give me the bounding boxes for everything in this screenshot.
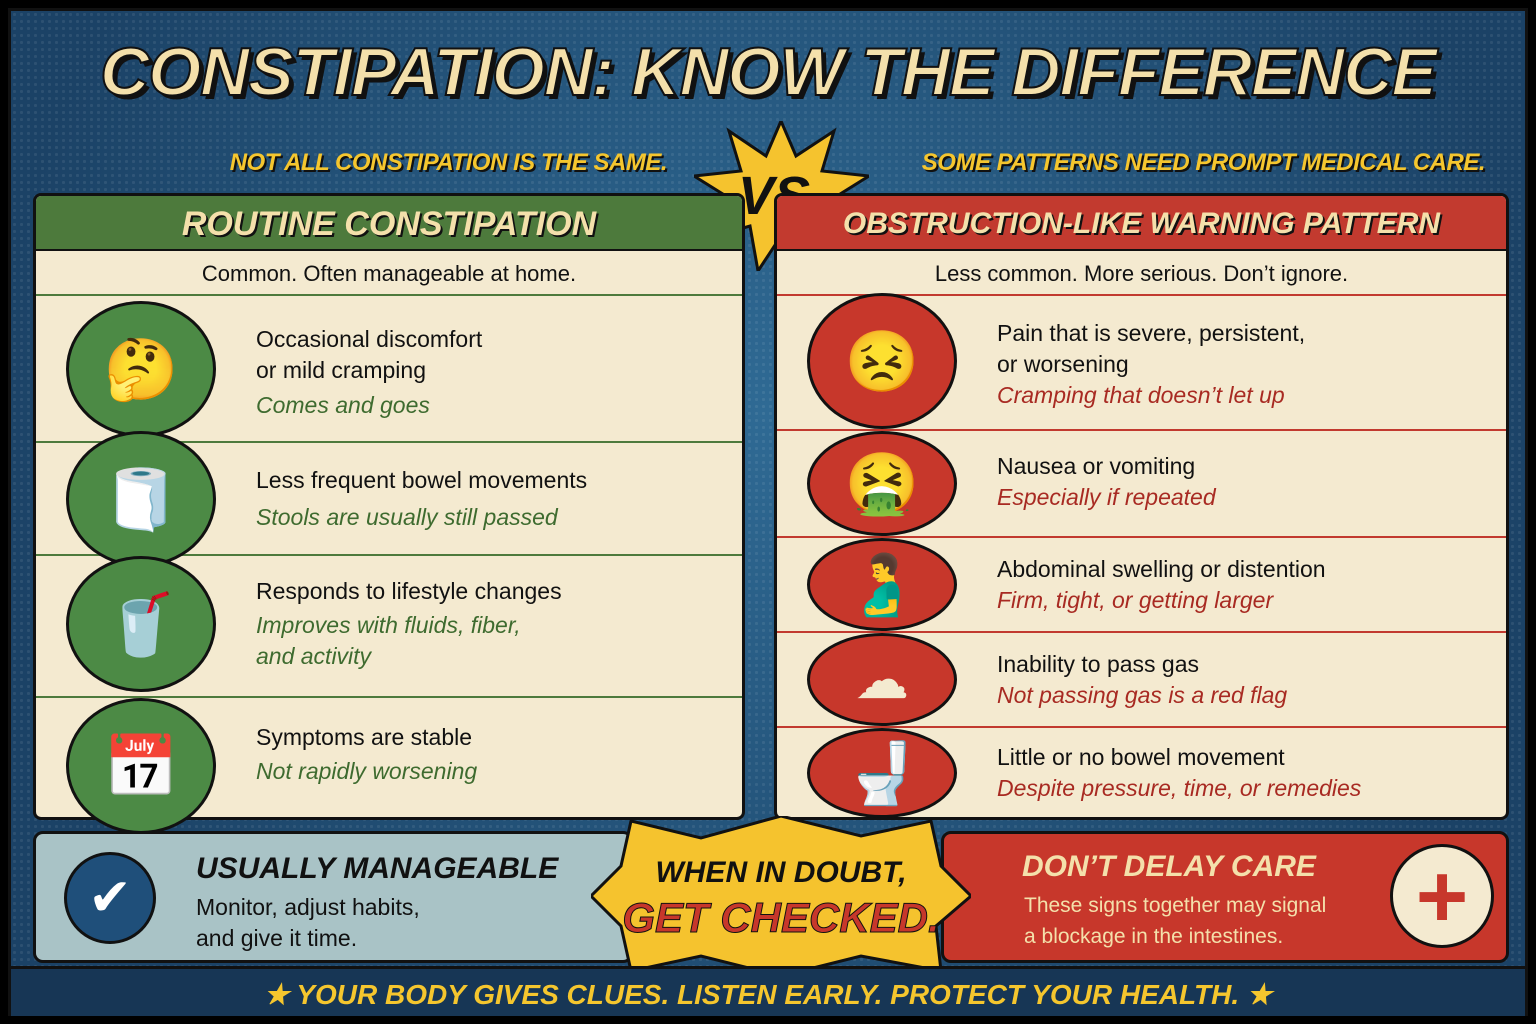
item-note-cont: and activity [256,643,372,669]
item-note: Improves with fluids, fiber, [256,612,521,638]
dont-delay-line2: a blockage in the intestines. [1024,925,1284,948]
item-title: Abdominal swelling or distention [997,556,1326,582]
page-title: CONSTIPATION: KNOW THE DIFFERENCE [99,33,1438,111]
item-title: Little or no bowel movement [997,744,1285,770]
manageable-title: USUALLY MANAGEABLE [196,852,559,885]
item-title: Less frequent bowel movements [256,467,588,493]
thinking-man-icon: 🤔 [66,301,216,437]
shield-check-icon: ✔ [64,852,156,944]
list-item: 🤔 Occasional discomfort or mild cramping Co… [36,296,742,443]
routine-heading: ROUTINE CONSTIPATION [36,196,742,251]
infographic: CONSTIPATION: KNOW THE DIFFERENCE NOT AL… [8,8,1528,1016]
list-item: 🤮 Nausea or vomiting Especially if repeate… [777,431,1506,538]
manageable-line2: and give it time. [196,925,358,951]
routine-panel: ROUTINE CONSTIPATION Common. Often manag… [33,193,745,834]
subtitle-right: SOME PATTERNS NEED PROMPT MEDICAL CARE. [921,149,1486,176]
list-item: ☁ Inability to pass gas Not passing gas is… [777,633,1506,728]
footer-text: YOUR BODY GIVES CLUES. LISTEN EARLY. PRO… [296,979,1240,1010]
item-title: Nausea or vomiting [997,453,1196,479]
dont-delay-box: DON’T DELAY CARE These signs together ma… [941,831,1509,963]
warning-heading: OBSTRUCTION-LIKE WARNING PATTERN [777,196,1506,251]
item-note: Not passing gas is a red flag [997,682,1288,708]
medical-cross-icon: + [1390,844,1494,948]
item-title: Responds to lifestyle changes [256,578,562,604]
item-note: Despite pressure, time, or remedies [997,775,1362,801]
toilet-paper-icon: 🧻 [66,431,216,567]
item-title: Symptoms are stable [256,724,473,750]
no-gas-icon: ☁ [807,633,957,726]
list-item: 🚽 Little or no bowel movement Despite pres… [777,728,1506,820]
list-item: 🫃 Abdominal swelling or distention Firm, t… [777,538,1506,633]
list-item: 📅 Symptoms are stable Not rapidly worsenin… [36,698,742,834]
item-title: Pain that is severe, persistent, [997,320,1306,346]
item-title-cont: or worsening [997,351,1129,377]
get-checked: GET CHECKED. [622,894,940,942]
routine-tagline: Common. Often manageable at home. [36,251,742,296]
star-icon: ★ [263,979,297,1010]
list-item: 🥤 Responds to lifestyle changes Improves w… [36,556,742,698]
item-title: Occasional discomfort [256,326,483,352]
item-note: Cramping that doesn’t let up [997,382,1285,408]
item-note: Firm, tight, or getting larger [997,587,1274,613]
drinking-water-icon: 🥤 [66,556,216,692]
item-note: Especially if repeated [997,484,1216,510]
item-title: Inability to pass gas [997,651,1200,677]
item-title-cont: or mild cramping [256,357,426,383]
swollen-abdomen-icon: 🫃 [807,538,957,631]
star-icon: ★ [1239,979,1273,1010]
dont-delay-title: DON’T DELAY CARE [1022,850,1316,883]
warning-tagline: Less common. More serious. Don’t ignore. [777,251,1506,296]
abdominal-pain-icon: 😣 [807,293,957,429]
item-note: Comes and goes [256,392,430,418]
get-checked-burst: WHEN IN DOUBT, GET CHECKED. [591,816,971,976]
calendar-icon: 📅 [66,698,216,834]
warning-panel: OBSTRUCTION-LIKE WARNING PATTERN Less co… [774,193,1509,820]
footer-banner: ★ YOUR BODY GIVES CLUES. LISTEN EARLY. P… [11,966,1525,1016]
when-in-doubt: WHEN IN DOUBT, [655,856,907,889]
list-item: 🧻 Less frequent bowel movements Stools are… [36,431,742,567]
dont-delay-line1: These signs together may signal [1024,894,1327,917]
vomiting-icon: 🤮 [807,431,957,536]
subtitle-left: NOT ALL CONSTIPATION IS THE SAME. [229,149,668,176]
blocked-toilet-icon: 🚽 [807,728,957,818]
list-item: 😣 Pain that is severe, persistent, or wors… [777,293,1506,431]
manageable-line1: Monitor, adjust habits, [196,894,420,920]
item-note: Stools are usually still passed [256,504,558,530]
item-note: Not rapidly worsening [256,758,478,784]
manageable-box: ✔ USUALLY MANAGEABLE Monitor, adjust hab… [33,831,633,963]
